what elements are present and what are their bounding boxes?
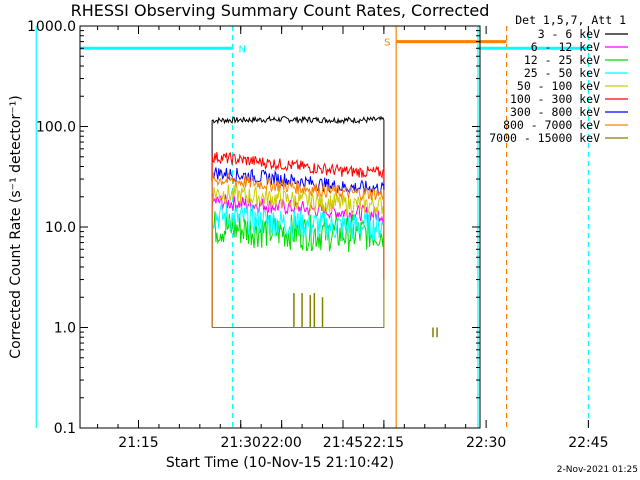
legend-entry: 300 - 800 keV xyxy=(510,105,600,119)
legend-entry: 25 - 50 keV xyxy=(524,66,600,80)
y-axis-label: Corrected Count Rate (s⁻¹ detector⁻¹) xyxy=(8,95,24,358)
series-group xyxy=(211,115,438,338)
legend-entry: 50 - 100 keV xyxy=(517,79,600,93)
x-tick-label: 22:15 xyxy=(364,435,404,451)
x-tick-label: 22:00 xyxy=(261,435,301,451)
y-tick-label: 100.0 xyxy=(36,120,76,136)
legend-title: Det 1,5,7, Att 1 xyxy=(515,13,626,27)
y-tick-label: 1000.0 xyxy=(27,19,76,35)
axes: 1000.0 100.0 10.0 1.0 0.1 21:15 21:30 21:45 22:0… xyxy=(27,19,609,451)
legend-entry: 800 - 7000 keV xyxy=(503,118,600,132)
series-line xyxy=(211,115,385,328)
chart-title: RHESSI Observing Summary Count Rates, Co… xyxy=(71,1,490,20)
x-axis-label: Start Time (10-Nov-15 21:10:42) xyxy=(166,455,394,471)
series-line xyxy=(211,172,385,328)
y-tick-label: 0.1 xyxy=(54,421,76,437)
series-line xyxy=(211,183,385,328)
x-tick-label: 21:45 xyxy=(323,435,363,451)
x-tick-label: 22:45 xyxy=(568,435,608,451)
series-line xyxy=(211,211,385,328)
series-line xyxy=(212,279,385,328)
x-tick-label: 21:15 xyxy=(118,435,158,451)
legend-entry: 3 - 6 keV xyxy=(538,27,600,41)
annotation-label: N xyxy=(239,44,246,55)
series-line xyxy=(211,202,385,328)
legend-entry: 12 - 25 keV xyxy=(524,53,600,67)
x-tick-label: 21:30 xyxy=(221,435,261,451)
series-line xyxy=(211,151,385,328)
annotation-label: S xyxy=(384,38,390,49)
x-tick-label: 22:30 xyxy=(466,435,506,451)
legend-entry: 7000 - 15000 keV xyxy=(489,131,600,145)
legend-entry: 6 - 12 keV xyxy=(531,40,600,54)
y-tick-label: 1.0 xyxy=(54,321,76,337)
legend-entry: 100 - 300 keV xyxy=(510,92,600,106)
y-tick-label: 10.0 xyxy=(45,220,76,236)
date-stamp: 2-Nov-2021 01:25 xyxy=(557,465,638,475)
